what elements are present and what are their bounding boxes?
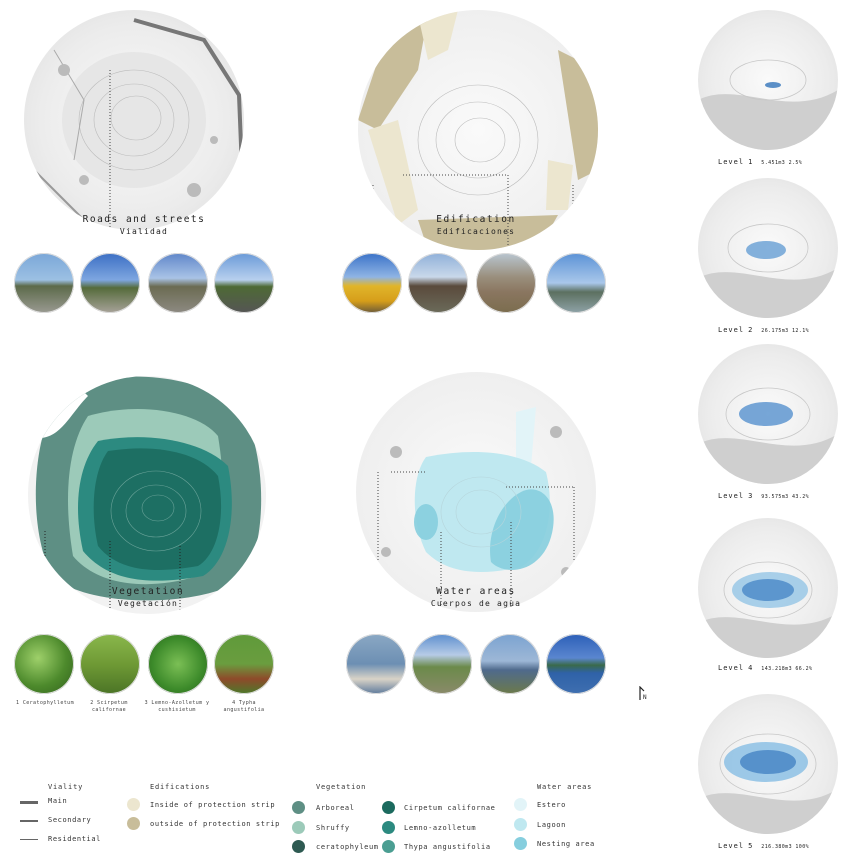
level-5-label: Level 5 216.380m3 100% <box>718 842 809 850</box>
legend-residential-swatch <box>20 839 38 840</box>
legend-lagoon-label: Lagoon <box>537 821 566 829</box>
edification-photo-1 <box>342 253 402 313</box>
north-label: N <box>643 694 647 701</box>
level-3-word: Level <box>718 492 745 500</box>
edification-title-text: Edification <box>436 214 516 225</box>
legend-outside-label: outside of protection strip <box>150 820 280 828</box>
legend-nesting-swatch <box>514 837 527 850</box>
level-5-stat: 216.380m3 100% <box>761 844 810 850</box>
legend-ceratophyleum-label: ceratophyleum <box>316 843 379 851</box>
vegetation-photo-3 <box>148 634 208 694</box>
water-photo-4 <box>546 634 606 694</box>
water-photo-2 <box>412 634 472 694</box>
level-4-stat: 143.218m3 66.2% <box>761 666 813 672</box>
edification-subtitle: Edificaciones <box>436 227 516 236</box>
roads-photo-3 <box>148 253 208 313</box>
legend-edifications-title: Edifications <box>150 783 211 791</box>
level-3-map <box>698 344 838 484</box>
water-photo-1 <box>346 634 406 694</box>
level-2-label: Level 2 26.175m3 12.1% <box>718 326 809 334</box>
vegetation-caption-1: 1 Ceratophylletum <box>16 700 74 706</box>
vegetation-caption-2: 2 Scirpetum californae <box>90 700 128 713</box>
level-3-num: 3 <box>748 492 754 500</box>
legend-nesting-label: Nesting area <box>537 840 595 848</box>
vegetation-subtitle: Vegetación <box>117 599 179 608</box>
vegetation-map <box>28 376 266 614</box>
legend-vegetation-title: Vegetation <box>316 783 367 791</box>
level-1-stat: 5.451m3 2.5% <box>761 160 803 166</box>
level-5-word: Level <box>718 842 745 850</box>
level-1-num: 1 <box>748 158 754 166</box>
legend-estero-swatch <box>514 798 527 811</box>
legend-residential-label: Residential <box>48 835 101 843</box>
legend-inside-swatch <box>127 798 140 811</box>
level-4-word: Level <box>718 664 745 672</box>
legend-shruffy-swatch <box>292 821 305 834</box>
legend-main-swatch <box>20 801 38 804</box>
level-2-num: 2 <box>748 326 754 334</box>
vegetation-photo-1 <box>14 634 74 694</box>
legend-water-title: Water areas <box>537 783 593 791</box>
legend-lemno-swatch <box>382 821 395 834</box>
water-title-text: Water areas <box>436 586 516 597</box>
edification-photo-2 <box>408 253 468 313</box>
legend-estero-label: Estero <box>537 801 566 809</box>
vegetation-photo-2 <box>80 634 140 694</box>
legend-inside-label: Inside of protection strip <box>150 801 276 809</box>
roads-map <box>24 10 244 230</box>
edification-title: Edification Edificaciones <box>386 214 566 238</box>
level-4-map <box>698 518 838 658</box>
level-3-label: Level 3 93.575m3 43.2% <box>718 492 809 500</box>
legend-secondary-label: Secondary <box>48 816 92 824</box>
legend-outside-swatch <box>127 817 140 830</box>
legend-main-label: Main <box>48 797 68 805</box>
roads-photo-4 <box>214 253 274 313</box>
roads-subtitle: Vialidad <box>119 227 169 236</box>
north-arrow-icon <box>639 686 645 700</box>
vegetation-caption-3: 3 Lemno-Azolletum y cushisietum <box>144 700 210 713</box>
level-1-label: Level 1 5.451m3 2.5% <box>718 158 802 166</box>
roads-title-text: Roads and streets <box>82 214 206 225</box>
water-photo-3 <box>480 634 540 694</box>
north-arrow: N <box>638 686 648 701</box>
legend-thypa-swatch <box>382 840 395 853</box>
legend-cirpetum-swatch <box>382 801 395 814</box>
vegetation-photo-4 <box>214 634 274 694</box>
legend-viality-title: Viality <box>48 783 84 791</box>
legend-lemno-label: Lemno-azolletum <box>404 824 477 832</box>
legend-lagoon-swatch <box>514 818 527 831</box>
level-2-map <box>698 178 838 318</box>
edification-photo-3 <box>476 253 536 313</box>
water-title: Water areas Cuerpos de agua <box>386 586 566 610</box>
vegetation-title: Vegetation Vegetación <box>58 586 238 610</box>
roads-photo-1 <box>14 253 74 313</box>
legend-thypa-label: Thypa angustifolia <box>404 843 491 851</box>
water-subtitle: Cuerpos de agua <box>430 599 522 608</box>
edification-map <box>358 10 598 250</box>
roads-title: Roads and streets Vialidad <box>54 214 234 238</box>
water-map <box>356 372 596 612</box>
level-4-num: 4 <box>748 664 754 672</box>
level-4-label: Level 4 143.218m3 66.2% <box>718 664 812 672</box>
edification-photo-4 <box>546 253 606 313</box>
vegetation-title-text: Vegetation <box>111 586 185 597</box>
legend-cirpetum-label: Cirpetum californae <box>404 804 496 812</box>
legend-secondary-swatch <box>20 820 38 822</box>
level-5-map <box>698 694 838 834</box>
legend-arboreal-swatch <box>292 801 305 814</box>
vegetation-caption-4: 4 Typha angustifolia <box>223 700 265 713</box>
level-3-stat: 93.575m3 43.2% <box>761 494 810 500</box>
roads-photo-2 <box>80 253 140 313</box>
level-1-word: Level <box>718 158 745 166</box>
level-5-num: 5 <box>748 842 754 850</box>
legend-shruffy-label: Shruffy <box>316 824 350 832</box>
level-2-word: Level <box>718 326 745 334</box>
level-1-map <box>698 10 838 150</box>
legend-arboreal-label: Arboreal <box>316 804 355 812</box>
legend-ceratophyleum-swatch <box>292 840 305 853</box>
level-2-stat: 26.175m3 12.1% <box>761 328 810 334</box>
